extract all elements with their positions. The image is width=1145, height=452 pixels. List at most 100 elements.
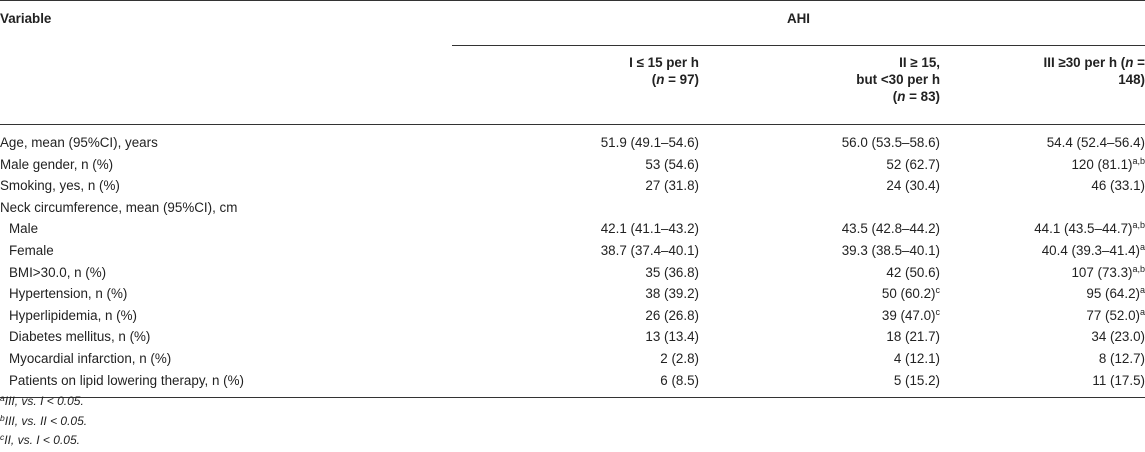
cell-group-3: 46 (33.1) xyxy=(940,175,1145,197)
cell-group-2: 5 (15.2) xyxy=(699,369,940,399)
cell-value: 95 (64.2) xyxy=(1086,286,1140,302)
row-label: Patients on lipid lowering therapy, n (%… xyxy=(0,369,452,399)
cell-value: 42 (50.6) xyxy=(886,264,940,280)
cell-group-3: 54.4 (52.4–56.4) xyxy=(940,125,1145,154)
cell-group-1 xyxy=(452,197,699,219)
cell-group-1: 26 (26.8) xyxy=(452,305,699,327)
table-row: Hyperlipidemia, n (%) 26 (26.8) 39 (47.0)c… xyxy=(0,305,1145,327)
significance-superscript: a xyxy=(1139,285,1145,296)
significance-superscript: c xyxy=(935,285,941,296)
table-row: Patients on lipid lowering therapy, n (%… xyxy=(0,369,1145,399)
cell-value: 24 (30.4) xyxy=(886,178,940,194)
cell-group-3: 11 (17.5) xyxy=(940,369,1145,399)
cell-group-3: 77 (52.0)a xyxy=(940,305,1145,327)
cell-value: 8 (12.7) xyxy=(1098,350,1145,366)
footnote-text: II, vs. I < 0.05. xyxy=(4,433,80,447)
table-row: Male 42.1 (41.1–43.2) 43.5 (42.8–44.2) 44.1… xyxy=(0,218,1145,240)
row-label: Diabetes mellitus, n (%) xyxy=(9,329,151,345)
footnote: aIII, vs. I < 0.05. xyxy=(0,392,87,412)
cell-group-3: 95 (64.2)a xyxy=(940,283,1145,305)
cell-group-3: 8 (12.7) xyxy=(940,348,1145,370)
significance-superscript: a,b xyxy=(1132,220,1145,231)
table-row: Hypertension, n (%) 38 (39.2) 50 (60.2)c 95… xyxy=(0,283,1145,305)
cell-group-2: 4 (12.1) xyxy=(699,348,940,370)
significance-superscript: a,b xyxy=(1132,263,1145,274)
footnote-text: III, vs. I < 0.05. xyxy=(4,394,84,408)
cell-value: 120 (81.1) xyxy=(1071,156,1133,172)
footnote: cII, vs. I < 0.05. xyxy=(0,431,87,451)
cell-group-1: 38 (39.2) xyxy=(452,283,699,305)
variable-column-header: Variable xyxy=(0,0,452,46)
cell-value: 5 (15.2) xyxy=(893,372,940,388)
column-header-group-3: III ≥30 per h (n = 148) xyxy=(940,45,1145,125)
cell-group-1: 6 (8.5) xyxy=(452,369,699,399)
cell-value: 11 (17.5) xyxy=(1092,372,1145,388)
cell-value: 107 (73.3) xyxy=(1071,264,1133,280)
cell-group-1: 27 (31.8) xyxy=(452,175,699,197)
table-row: Smoking, yes, n (%) 27 (31.8) 24 (30.4) 46 … xyxy=(0,175,1145,197)
cell-group-2: 42 (50.6) xyxy=(699,262,940,284)
cell-group-2: 50 (60.2)c xyxy=(699,283,940,305)
cell-value: 39.3 (38.5–40.1) xyxy=(841,242,940,258)
table-row: Myocardial infarction, n (%) 2 (2.8) 4 (12… xyxy=(0,348,1145,370)
cell-value: 50 (60.2) xyxy=(881,286,936,302)
cell-value: 38.7 (37.4–40.1) xyxy=(600,242,699,258)
cell-group-3 xyxy=(940,197,1145,219)
cell-value: 4 (12.1) xyxy=(893,350,940,366)
ahi-characteristics-table: Variable AHI I ≤ 15 per h (n = 97) II ≥ … xyxy=(0,0,1145,399)
row-label: Smoking, yes, n (%) xyxy=(0,178,120,194)
cell-group-2: 52 (62.7) xyxy=(699,154,940,176)
cell-value: 43.5 (42.8–44.2) xyxy=(841,221,940,237)
cell-group-1: 51.9 (49.1–54.6) xyxy=(452,125,699,154)
cell-value: 13 (13.4) xyxy=(645,329,699,345)
cell-value: 46 (33.1) xyxy=(1091,178,1145,194)
cell-value: 44.1 (43.5–44.7) xyxy=(1034,221,1133,237)
column-header-group-2: II ≥ 15, but <30 per h (n = 83) xyxy=(699,45,940,125)
blank-header-cell xyxy=(0,45,452,125)
footnotes: aIII, vs. I < 0.05. bIII, vs. II < 0.05. c… xyxy=(0,392,87,451)
cell-group-1: 2 (2.8) xyxy=(452,348,699,370)
cell-group-2: 39 (47.0)c xyxy=(699,305,940,327)
cell-group-3: 40.4 (39.3–41.4)a xyxy=(940,240,1145,262)
row-label: Age, mean (95%CI), years xyxy=(0,135,158,150)
group-2-line2: but <30 per h xyxy=(856,72,940,87)
significance-superscript: a xyxy=(1139,306,1145,317)
cell-value: 34 (23.0) xyxy=(1091,329,1145,345)
cell-group-1: 13 (13.4) xyxy=(452,326,699,348)
footnote: bIII, vs. II < 0.05. xyxy=(0,412,87,432)
row-label: Myocardial infarction, n (%) xyxy=(9,350,172,366)
cell-group-2: 18 (21.7) xyxy=(699,326,940,348)
table-row: Female 38.7 (37.4–40.1) 39.3 (38.5–40.1) 40… xyxy=(0,240,1145,262)
cell-value: 40.4 (39.3–41.4) xyxy=(1041,242,1140,258)
cell-group-1: 35 (36.8) xyxy=(452,262,699,284)
cell-value: 38 (39.2) xyxy=(645,286,699,302)
footnote-mark: b xyxy=(0,412,5,423)
row-label: BMI>30.0, n (%) xyxy=(9,264,107,280)
footnote-mark: a xyxy=(0,393,5,403)
cell-value: 42.1 (41.1–43.2) xyxy=(600,221,699,237)
group-2-line3: (n = 83) xyxy=(892,89,940,104)
footnote-mark: c xyxy=(0,432,5,442)
cell-group-2 xyxy=(699,197,940,219)
table-row: BMI>30.0, n (%) 35 (36.8) 42 (50.6) 107 (73… xyxy=(0,262,1145,284)
cell-value: 56.0 (53.5–58.6) xyxy=(841,135,940,150)
row-label: Male xyxy=(9,221,39,237)
footnote-text: III, vs. II < 0.05. xyxy=(4,413,88,428)
group-1-line2: (n = 97) xyxy=(651,72,699,87)
cell-group-2: 43.5 (42.8–44.2) xyxy=(699,218,940,240)
table-row: Age, mean (95%CI), years 51.9 (49.1–54.6)… xyxy=(0,125,1145,154)
column-header-group-1: I ≤ 15 per h (n = 97) xyxy=(452,45,699,125)
row-label: Hypertension, n (%) xyxy=(9,286,128,302)
ahi-group-header: AHI xyxy=(452,0,1145,46)
row-label: Hyperlipidemia, n (%) xyxy=(9,307,137,323)
cell-value: 77 (52.0) xyxy=(1086,307,1140,323)
cell-group-3: 34 (23.0) xyxy=(940,326,1145,348)
cell-value: 39 (47.0) xyxy=(881,307,936,323)
cell-group-2: 24 (30.4) xyxy=(699,175,940,197)
cell-group-3: 107 (73.3)a,b xyxy=(940,262,1145,284)
cell-value: 2 (2.8) xyxy=(660,350,699,366)
cell-value: 52 (62.7) xyxy=(886,156,940,172)
cell-group-1: 38.7 (37.4–40.1) xyxy=(452,240,699,262)
significance-superscript: c xyxy=(935,306,941,317)
